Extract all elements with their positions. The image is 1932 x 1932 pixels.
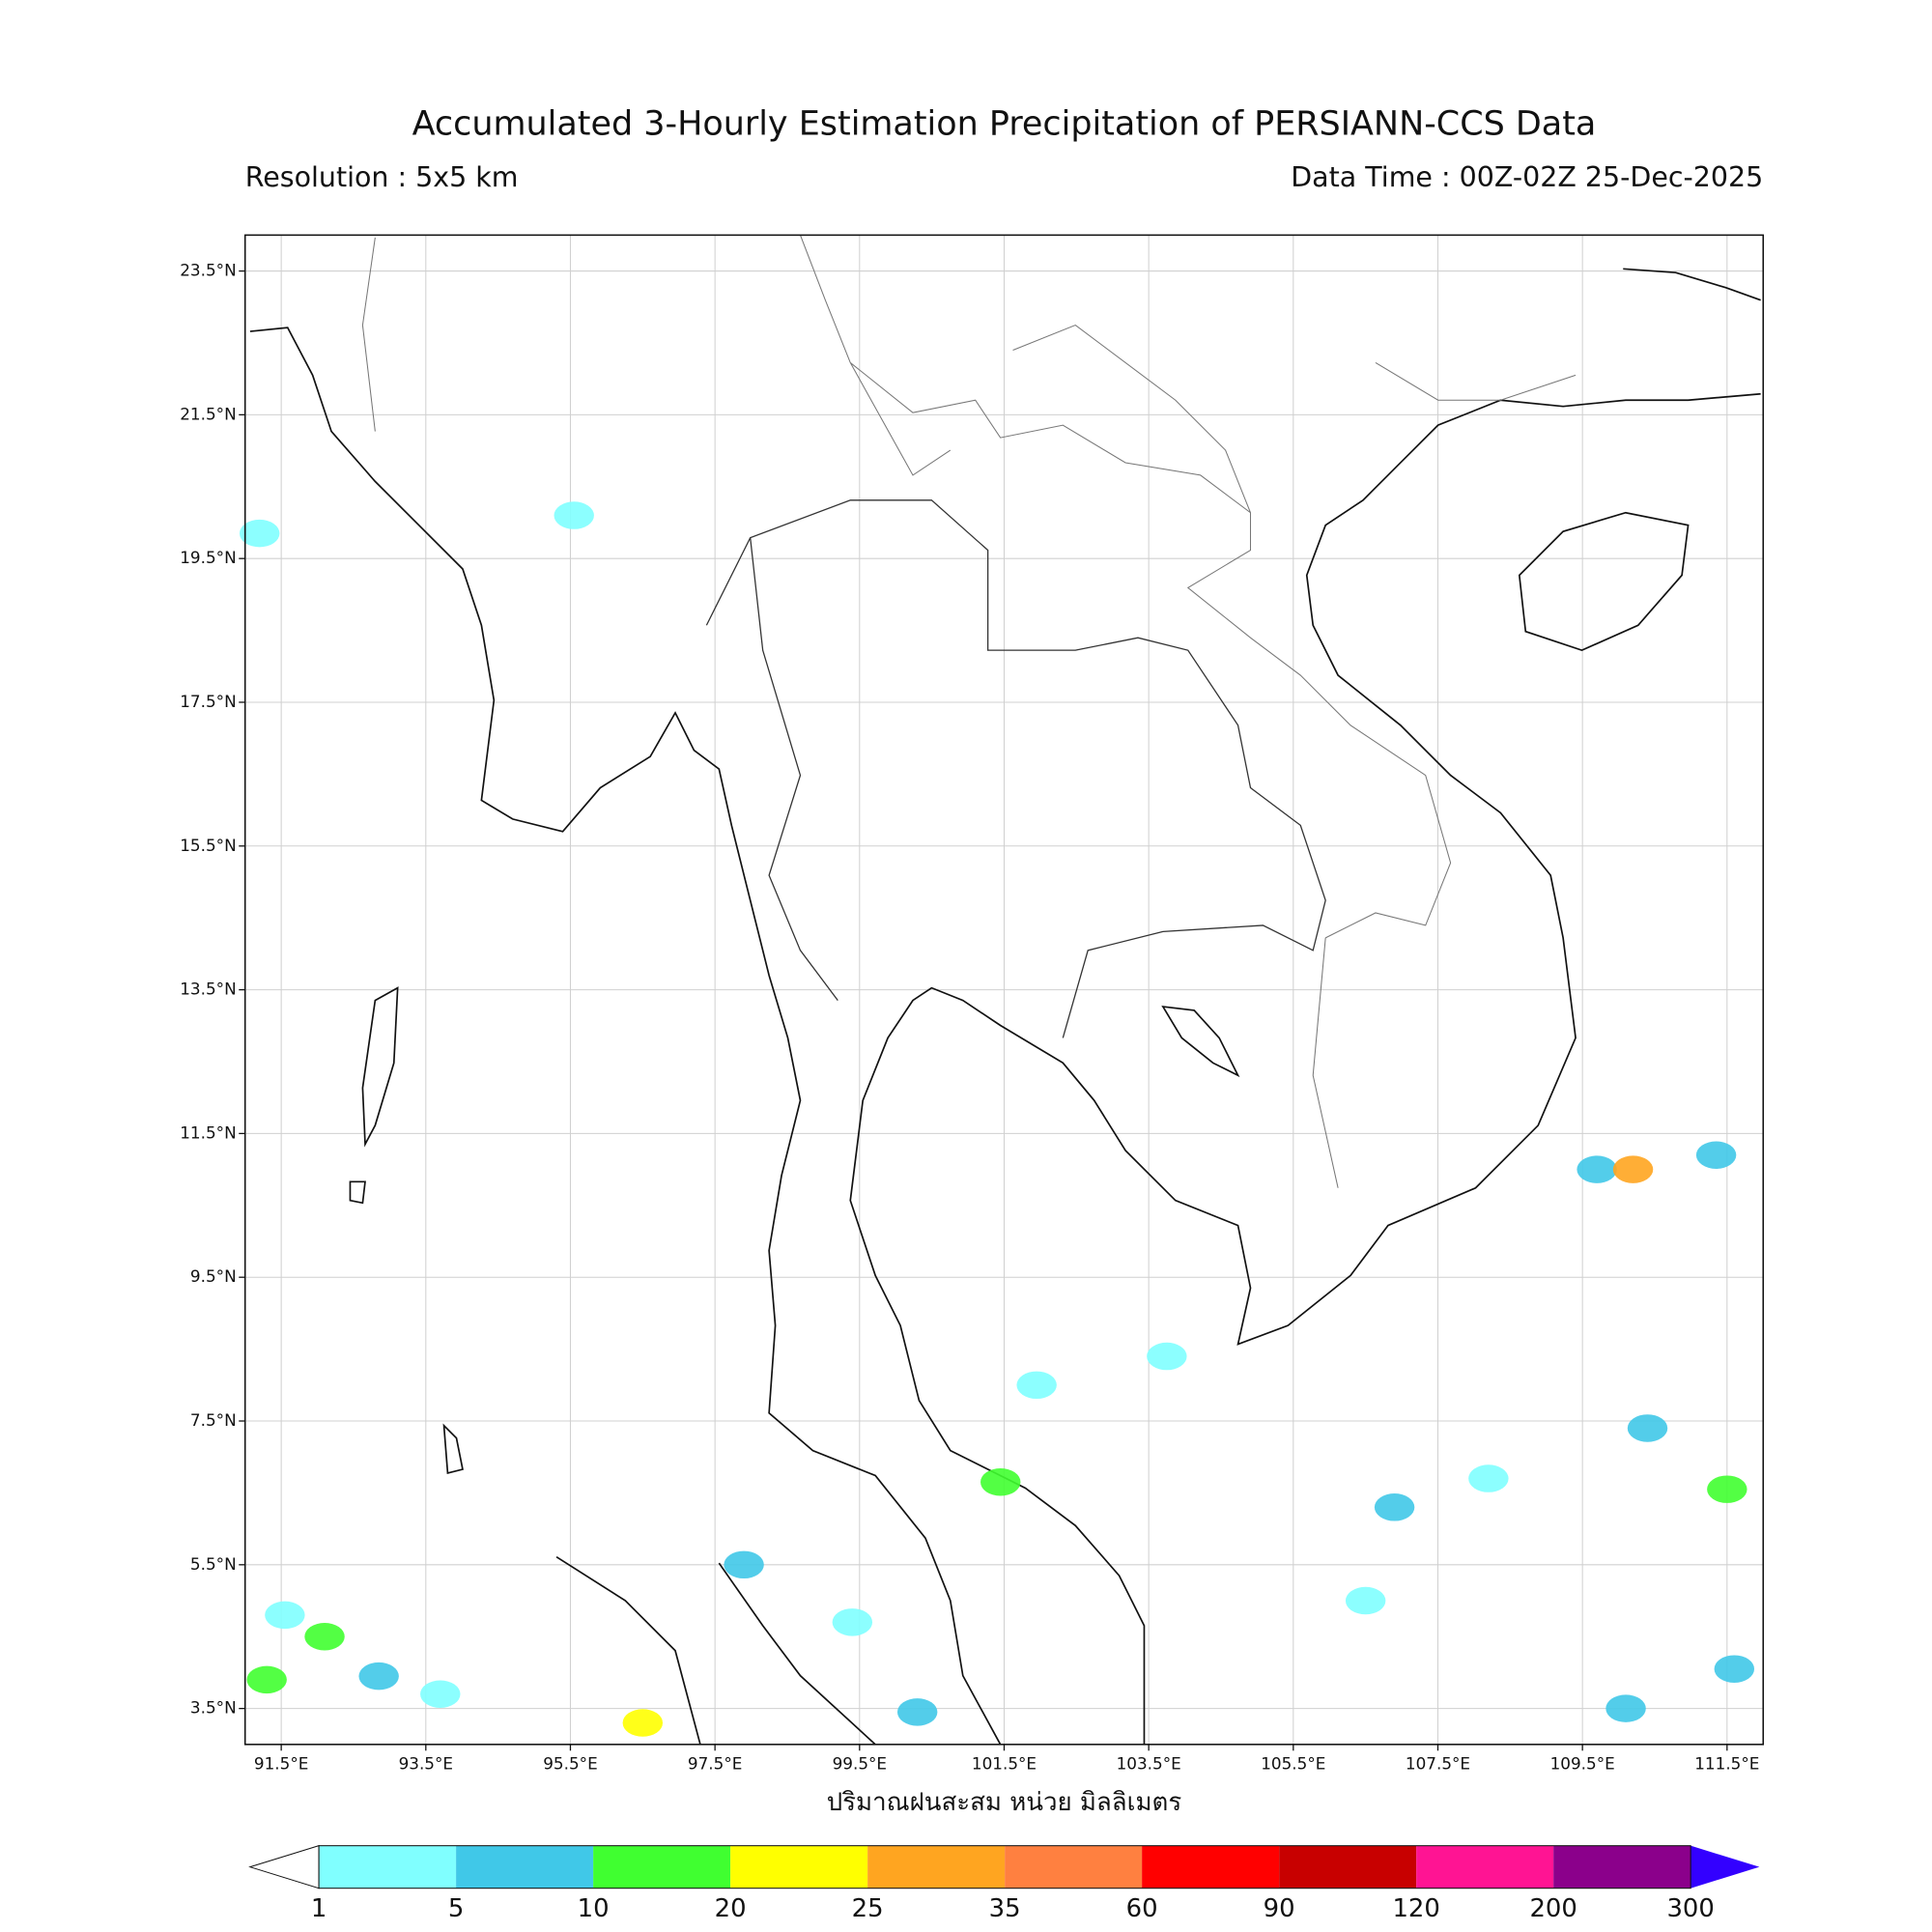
axes: 91.5°E 93.5°E 95.5°E 97.5°E 99.5°E 101.5°E 103… <box>180 261 1759 1774</box>
x-tick-label: 107.5°E <box>1406 1754 1470 1774</box>
rain-cell <box>239 519 280 548</box>
y-tick-label: 7.5°N <box>190 1410 237 1430</box>
sumatra-west <box>555 1555 701 1746</box>
colorbar-label: 300 <box>1666 1894 1714 1923</box>
y-tick-label: 15.5°N <box>180 836 236 855</box>
x-axis-label: ปริมาณฝนสะสม หน่วย มิลลิเมตร <box>827 1788 1182 1817</box>
colorbar-label: 200 <box>1529 1894 1577 1923</box>
rain-cell <box>1147 1342 1187 1371</box>
y-tick-label: 9.5°N <box>190 1266 237 1286</box>
colorbar-segment <box>593 1845 731 1889</box>
rain-cell <box>1714 1655 1755 1683</box>
x-tick-label: 95.5°E <box>543 1754 597 1774</box>
rain-cell <box>554 501 594 529</box>
rain-cell <box>1612 1155 1654 1183</box>
rain-cell <box>1016 1371 1057 1400</box>
rain-cell <box>832 1608 873 1636</box>
rain-cell <box>358 1662 399 1690</box>
rain-cell <box>980 1468 1021 1496</box>
rain-cell <box>1605 1694 1646 1722</box>
hainan <box>1518 511 1690 652</box>
rain-cell <box>1374 1493 1415 1521</box>
x-tick-label: 99.5°E <box>833 1754 887 1774</box>
colorbar-segment <box>1279 1845 1417 1889</box>
colorbar-label: 1 <box>311 1894 327 1923</box>
rain-cell <box>1627 1414 1668 1442</box>
y-tick-label: 21.5°N <box>180 404 236 423</box>
colorbar-segment <box>867 1845 1006 1889</box>
rain-cell <box>896 1698 938 1726</box>
colorbar-segment <box>319 1845 457 1889</box>
rain-cell <box>304 1622 345 1651</box>
rain-cell <box>265 1601 305 1630</box>
rain-cell <box>420 1680 461 1708</box>
y-tick-label: 19.5°N <box>180 548 236 567</box>
x-tick-label: 105.5°E <box>1261 1754 1325 1774</box>
rain-cell <box>622 1709 664 1737</box>
y-tick-label: 13.5°N <box>180 980 236 999</box>
x-tick-label: 93.5°E <box>399 1754 453 1774</box>
y-tick-label: 17.5°N <box>180 692 236 711</box>
rain-cell <box>724 1550 764 1579</box>
x-tick-label: 109.5°E <box>1550 1754 1615 1774</box>
basemap <box>249 235 1761 1746</box>
coastline-west <box>249 327 1002 1746</box>
thailand-outline <box>705 499 1326 1038</box>
colorbar-segment <box>1005 1845 1143 1889</box>
tonle-sap <box>1161 1006 1240 1078</box>
grid-layer <box>244 235 1764 1745</box>
colorbar-label: 35 <box>989 1894 1021 1923</box>
x-tick-label: 111.5°E <box>1694 1754 1759 1774</box>
colorbar-label: 60 <box>1126 1894 1158 1923</box>
colorbar: 1 5 10 20 25 35 60 90 120 200 300 <box>248 1844 1760 1923</box>
precip-layer <box>239 501 1755 1737</box>
rain-cell <box>1707 1475 1747 1503</box>
colorbar-segment <box>1553 1845 1691 1889</box>
title: Accumulated 3-Hourly Estimation Precipit… <box>412 104 1597 143</box>
y-tick-label: 11.5°N <box>180 1122 236 1142</box>
colorbar-label: 90 <box>1264 1894 1295 1923</box>
rain-cell <box>1577 1155 1617 1183</box>
subtitle-right: Data Time : 00Z-02Z 25-Dec-2025 <box>1291 161 1763 193</box>
x-tick-label: 103.5°E <box>1117 1754 1181 1774</box>
colorbar-label: 120 <box>1392 1894 1439 1923</box>
colorbar-over <box>1690 1845 1760 1889</box>
colorbar-segment <box>1416 1845 1554 1889</box>
y-tick-label: 5.5°N <box>190 1554 237 1574</box>
x-tick-label: 101.5°E <box>972 1754 1037 1774</box>
y-tick-label: 3.5°N <box>190 1698 237 1718</box>
x-tick-label: 91.5°E <box>254 1754 308 1774</box>
colorbar-segment <box>456 1845 594 1889</box>
coastline-east <box>849 392 1761 1745</box>
rain-cell <box>1695 1141 1737 1169</box>
colorbar-label: 5 <box>448 1894 464 1923</box>
colorbar-frame <box>318 1845 1691 1889</box>
colorbar-label: 25 <box>852 1894 884 1923</box>
colorbar-label: 20 <box>715 1894 747 1923</box>
colorbar-segment <box>1142 1845 1280 1889</box>
x-tick-label: 97.5°E <box>688 1754 742 1774</box>
andaman-islands <box>349 986 464 1474</box>
colorbar-segment <box>730 1845 868 1889</box>
y-tick-label: 23.5°N <box>180 261 236 280</box>
country-borders <box>361 235 1577 1188</box>
coastline-china <box>1623 268 1761 301</box>
colorbar-label: 10 <box>578 1894 610 1923</box>
sumatra-east <box>718 1562 876 1746</box>
subtitle-left: Resolution : 5x5 km <box>245 161 519 193</box>
rain-cell <box>1468 1464 1509 1492</box>
rain-cell <box>246 1665 287 1694</box>
rain-cell <box>1345 1586 1386 1615</box>
